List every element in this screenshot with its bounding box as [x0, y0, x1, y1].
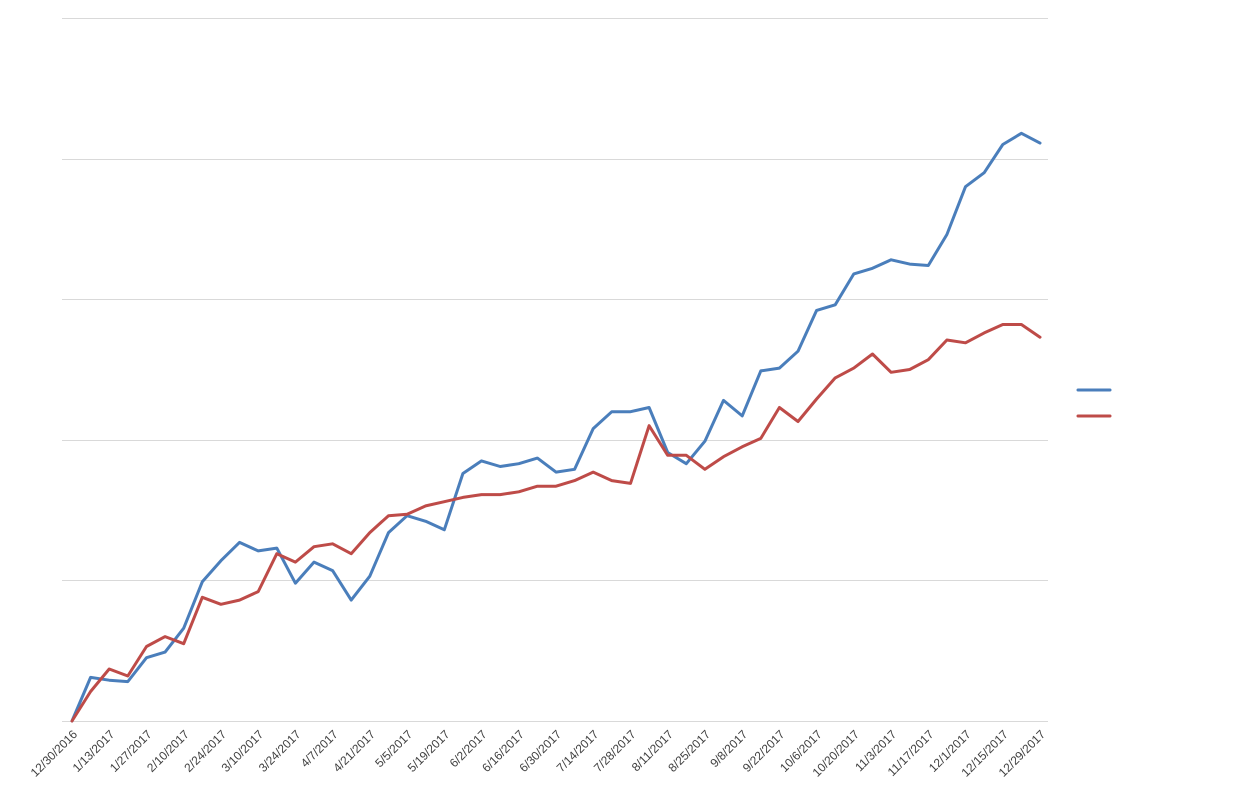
gridlines [62, 18, 1048, 722]
series-line-2 [70, 323, 1042, 723]
series-line-1 [70, 131, 1042, 723]
series-lines [70, 131, 1042, 723]
legend [1076, 388, 1112, 418]
